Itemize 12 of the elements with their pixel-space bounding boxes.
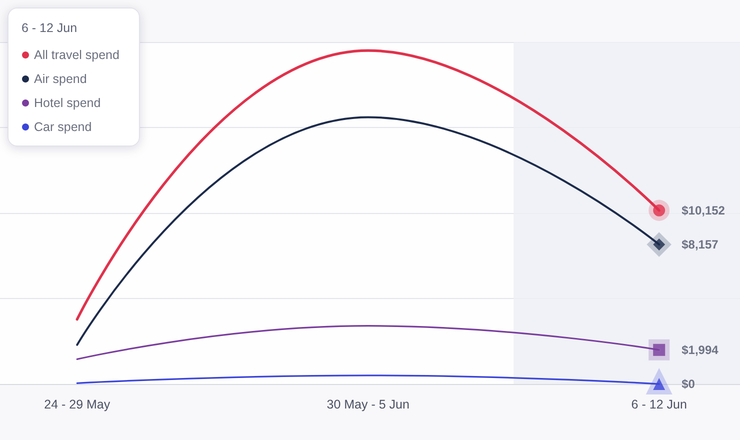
data-label: $1,994 [682, 342, 719, 357]
data-label: $10,152 [682, 203, 726, 218]
x-tick-label: 6 - 12 Jun [631, 398, 687, 412]
legend-label: All travel spend [34, 48, 120, 62]
legend-label: Hotel spend [34, 96, 101, 110]
data-label: $0 [682, 377, 696, 391]
x-tick-label: 30 May - 5 Jun [326, 398, 410, 412]
legend-label: Car spend [34, 120, 92, 134]
legend-label: Air spend [34, 72, 87, 86]
x-tick-label: 24 - 29 May [44, 398, 111, 412]
legend-title: 6 - 12 Jun [22, 21, 78, 35]
data-label: $8,157 [682, 238, 719, 252]
